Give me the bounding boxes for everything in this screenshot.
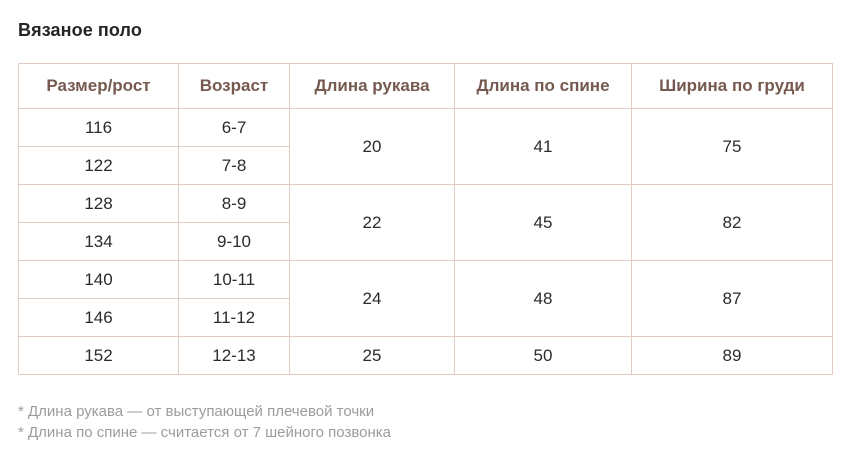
table-row: 128 8-9 22 45 82 — [18, 184, 833, 261]
size-cell: 140 — [18, 260, 179, 299]
table-row: 140 10-11 24 48 87 — [18, 260, 833, 337]
header-age: Возраст — [178, 63, 290, 109]
table-row: 122 7-8 — [18, 146, 833, 185]
size-cell: 128 — [18, 184, 179, 223]
chest-width-cell: 87 — [631, 260, 833, 337]
back-length-cell: 45 — [454, 184, 632, 261]
size-cell: 122 — [18, 146, 179, 185]
footnote-back-length: * Длина по спине — считается от 7 шейног… — [18, 424, 392, 441]
table-row: 152 12-13 25 50 89 — [18, 336, 833, 375]
header-row: Размер/рост Возраст Длина рукава Длина п… — [18, 63, 833, 109]
age-cell: 12-13 — [178, 336, 290, 375]
age-cell: 10-11 — [178, 260, 290, 299]
sleeve-length-cell: 20 — [289, 108, 455, 185]
table-row: 134 9-10 — [18, 222, 833, 261]
sleeve-length-cell: 25 — [289, 336, 455, 375]
back-length-cell: 41 — [454, 108, 632, 185]
footnotes: * Длина рукава — от выступающей плечевой… — [18, 401, 833, 443]
header-chest-width: Ширина по груди — [631, 63, 833, 109]
size-cell: 116 — [18, 108, 179, 147]
chest-width-cell: 89 — [631, 336, 833, 375]
age-cell: 11-12 — [178, 298, 290, 337]
table-row: 146 11-12 — [18, 298, 833, 337]
size-cell: 134 — [18, 222, 179, 261]
age-cell: 7-8 — [178, 146, 290, 185]
age-cell: 6-7 — [178, 108, 290, 147]
back-length-cell: 50 — [454, 336, 632, 375]
size-cell: 152 — [18, 336, 179, 375]
header-back-length: Длина по спине — [454, 63, 632, 109]
sleeve-length-cell: 22 — [289, 184, 455, 261]
header-sleeve-length: Длина рукава — [289, 63, 455, 109]
sleeve-length-cell: 24 — [289, 260, 455, 337]
footnote-sleeve-length: * Длина рукава — от выступающей плечевой… — [18, 403, 375, 420]
chest-width-cell: 75 — [631, 108, 833, 185]
table-row: 116 6-7 20 41 75 — [18, 108, 833, 185]
size-table: Размер/рост Возраст Длина рукава Длина п… — [18, 63, 833, 375]
age-cell: 8-9 — [178, 184, 290, 223]
page-title: Вязаное поло — [18, 20, 142, 40]
chest-width-cell: 82 — [631, 184, 833, 261]
back-length-cell: 48 — [454, 260, 632, 337]
size-cell: 146 — [18, 298, 179, 337]
header-size-height: Размер/рост — [18, 63, 179, 109]
age-cell: 9-10 — [178, 222, 290, 261]
